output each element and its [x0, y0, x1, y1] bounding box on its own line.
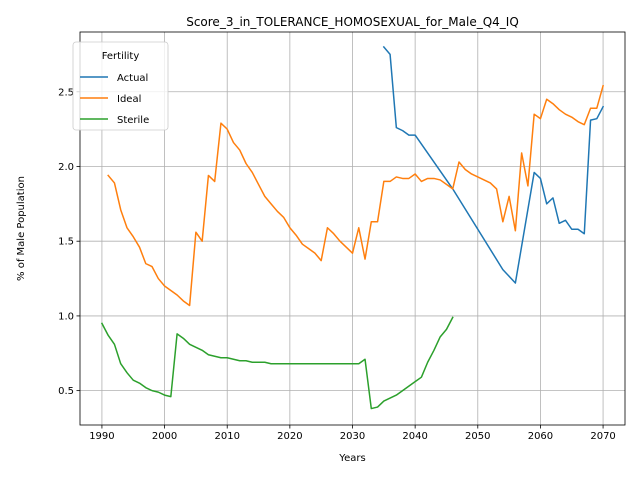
series-line-actual — [382, 45, 605, 284]
series-line-ideal — [107, 84, 604, 307]
y-tick-label: 1.5 — [58, 237, 74, 248]
chart-title: Score_3_in_TOLERANCE_HOMOSEXUAL_for_Male… — [186, 15, 519, 29]
legend-box — [72, 41, 169, 131]
x-tick-label: 2010 — [214, 431, 239, 442]
x-tick-label: 2000 — [152, 431, 177, 442]
y-tick-label: 1.0 — [58, 311, 74, 322]
series-line-sterile — [100, 316, 454, 410]
x-tick-label: 2040 — [402, 431, 427, 442]
x-axis-ticks: 1990 2000 2010 2020 2030 2040 2050 2060 2070 — [89, 425, 616, 442]
legend-title: Fertility — [102, 51, 140, 62]
legend-label-actual: Actual — [117, 73, 148, 84]
legend-label-sterile: Sterile — [117, 115, 149, 126]
x-axis-label: Years — [338, 453, 365, 464]
x-tick-label: 2030 — [340, 431, 365, 442]
x-tick-label: 2050 — [465, 431, 490, 442]
series-lines — [100, 45, 605, 410]
legend: Fertility Actual Ideal Sterile — [72, 41, 169, 131]
y-tick-label: 0.5 — [58, 386, 74, 397]
legend-label-ideal: Ideal — [117, 94, 141, 105]
grid-lines — [80, 32, 625, 425]
y-tick-label: 2.0 — [58, 162, 74, 173]
y-axis-label: % of Male Population — [16, 176, 27, 281]
legend-items: Actual Ideal Sterile — [80, 73, 149, 126]
x-tick-label: 2070 — [590, 431, 615, 442]
x-tick-label: 1990 — [89, 431, 114, 442]
x-tick-label: 2020 — [277, 431, 302, 442]
y-tick-label: 2.5 — [58, 87, 74, 98]
x-tick-label: 2060 — [528, 431, 553, 442]
